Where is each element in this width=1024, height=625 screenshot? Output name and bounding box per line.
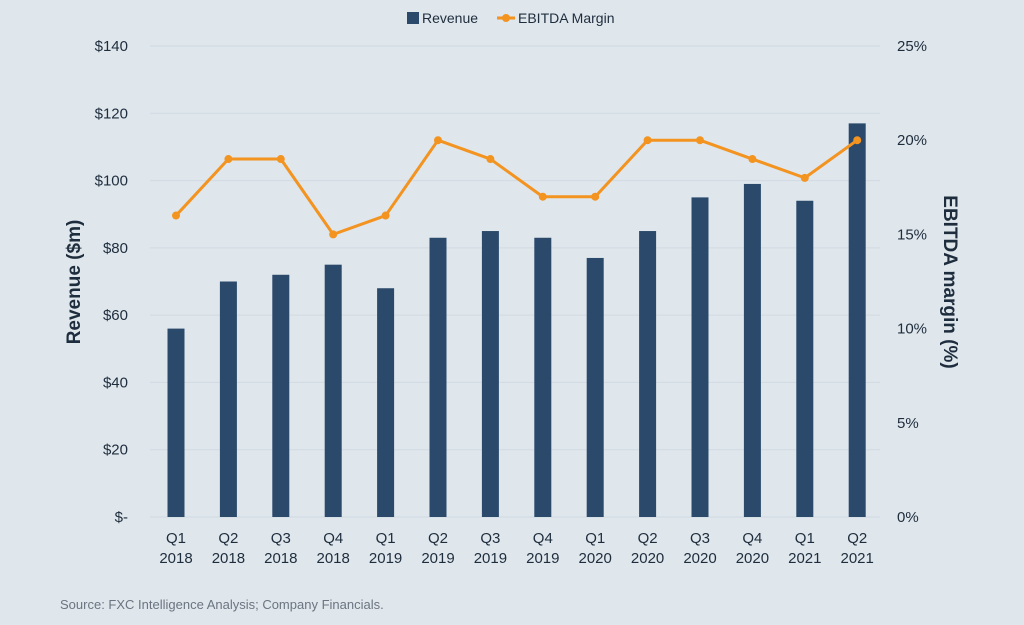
x-tick-label-year: 2021 [841, 550, 874, 567]
ebitda-margin-point [224, 155, 233, 164]
legend-marker-ebitda [502, 14, 510, 22]
y2-tick-label: 0% [897, 509, 919, 526]
x-tick-label-year: 2019 [421, 550, 454, 567]
revenue-bar [377, 288, 395, 517]
ebitda-margin-line [174, 138, 859, 236]
x-tick-label-quarter: Q2 [428, 530, 448, 547]
y-tick-label: $- [115, 509, 128, 526]
legend-swatch-revenue [407, 12, 419, 24]
ebitda-margin-point [434, 136, 442, 145]
x-tick-label-quarter: Q4 [323, 530, 343, 547]
y-axis-label: Revenue ($m) [64, 220, 85, 345]
ebitda-margin-point [276, 155, 285, 164]
revenue-bar [324, 264, 342, 517]
revenue-bar [167, 328, 185, 517]
x-tick-label-year: 2018 [159, 550, 192, 567]
x-tick-label-quarter: Q1 [795, 530, 815, 547]
x-tick-label-year: 2020 [631, 550, 664, 567]
x-tick-label-quarter: Q4 [742, 530, 762, 547]
revenue-bar [586, 257, 604, 517]
revenue-bar [639, 231, 657, 518]
revenue-bar [796, 200, 814, 517]
revenue-bar [743, 183, 761, 517]
x-tick-label-quarter: Q1 [376, 530, 396, 547]
x-tick-label-quarter: Q3 [690, 530, 710, 547]
y-tick-label: $140 [95, 38, 128, 55]
x-tick-label-quarter: Q3 [271, 530, 291, 547]
x-tick-label-quarter: Q4 [533, 530, 553, 547]
ebitda-margin-point [172, 211, 180, 220]
x-tick-label-year: 2019 [526, 550, 559, 567]
ebitda-margin-point [486, 155, 495, 164]
y2-tick-label: 15% [897, 226, 927, 243]
y2-tick-label: 25% [897, 38, 927, 55]
source-note: Source: FXC Intelligence Analysis; Compa… [60, 597, 384, 612]
revenue-bar [481, 231, 499, 518]
y-tick-label: $80 [103, 240, 128, 257]
x-tick-label-year: 2020 [579, 550, 612, 567]
y2-tick-label: 5% [897, 415, 919, 432]
ebitda-margin-point [643, 136, 652, 145]
ebitda-margin-point [853, 136, 862, 145]
ebitda-margin-point [381, 211, 390, 220]
y-tick-label: $100 [95, 173, 128, 190]
ebitda-margin-point [800, 173, 809, 182]
x-tick-label-year: 2019 [369, 550, 402, 567]
x-tick-label-quarter: Q2 [847, 530, 867, 547]
y-tick-label: $20 [103, 442, 128, 459]
y2-axis-label: EBITDA margin (%) [939, 195, 960, 368]
y-tick-label: $60 [103, 307, 128, 324]
x-tick-label-year: 2018 [212, 550, 245, 567]
x-tick-label-year: 2020 [736, 550, 769, 567]
ebitda-margin-point [329, 230, 338, 239]
revenue-bar [691, 197, 709, 517]
x-tick-label-year: 2018 [264, 550, 297, 567]
revenue-bar [272, 274, 290, 517]
x-tick-label-quarter: Q1 [166, 530, 186, 547]
y2-tick-label: 10% [897, 321, 927, 338]
revenue-bar [219, 281, 237, 517]
x-tick-label-quarter: Q2 [638, 530, 658, 547]
revenue-bar [429, 237, 447, 517]
x-tick-label-year: 2021 [788, 550, 821, 567]
legend-label-revenue: Revenue [422, 10, 478, 26]
x-tick-label-quarter: Q2 [218, 530, 238, 547]
ebitda-margin-point [696, 136, 704, 145]
x-tick-label-year: 2019 [474, 550, 507, 567]
y2-tick-label: 20% [897, 132, 927, 149]
legend-label-ebitda: EBITDA Margin [518, 10, 614, 26]
x-tick-label-quarter: Q3 [480, 530, 500, 547]
ebitda-margin-point [538, 192, 547, 201]
legend: Revenue EBITDA Margin [407, 10, 614, 26]
y-tick-label: $40 [103, 374, 128, 391]
revenue-bar [848, 123, 866, 517]
x-tick-label-year: 2020 [683, 550, 716, 567]
x-tick-label-year: 2018 [317, 550, 350, 567]
ebitda-margin-point [591, 192, 600, 201]
y-tick-label: $120 [95, 105, 128, 122]
revenue-bar [534, 237, 552, 517]
x-tick-label-quarter: Q1 [585, 530, 605, 547]
ebitda-margin-point [748, 155, 757, 164]
